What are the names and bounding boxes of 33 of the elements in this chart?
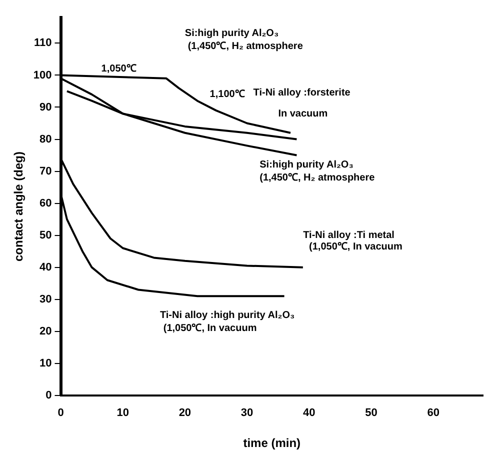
y-tick-label: 30 [40, 293, 52, 306]
x-tick-label: 30 [240, 407, 254, 420]
x-tick-label: 40 [303, 407, 316, 420]
y-tick-label: 40 [40, 261, 52, 274]
annotation: In vacuum [278, 108, 328, 120]
annotation: Si:high purity Al₂O₃ [184, 28, 279, 40]
y-tick-label: 50 [40, 229, 52, 242]
y-tick-label: 10 [40, 357, 52, 370]
y-axis-title: contact angle (deg) [12, 151, 26, 262]
y-tick-label: 0 [46, 389, 52, 402]
y-tick-label: 80 [40, 133, 52, 146]
x-tick-label: 10 [116, 407, 129, 420]
annotation: (1,050℃, In vacuum [309, 241, 403, 252]
annotation: Ti-Ni alloy :forsterite [253, 88, 351, 99]
annotation: (1,450℃, H₂ atmosphere [188, 41, 304, 52]
annotation: Ti-Ni alloy :Ti metal [303, 230, 395, 241]
x-tick-label: 60 [427, 407, 440, 420]
x-tick-label: 0 [58, 407, 64, 420]
annotation: (1,050℃, In vacuum [163, 322, 257, 334]
y-tick-label: 20 [40, 325, 52, 338]
annotation: (1,450℃, H₂ atmosphere [260, 172, 376, 184]
annotation: 1,050℃ [101, 64, 136, 75]
annotation: 1,100℃ [210, 89, 245, 100]
x-tick-label: 20 [178, 407, 192, 420]
y-tick-label: 70 [40, 165, 52, 178]
x-axis-title: time (min) [243, 436, 301, 450]
y-tick-label: 60 [40, 197, 52, 210]
x-tick-label: 50 [365, 407, 378, 420]
annotation: Si:high purity Al₂O₃ [260, 160, 354, 171]
y-tick-label: 110 [34, 37, 52, 50]
y-tick-label: 100 [33, 69, 52, 82]
y-tick-label: 90 [40, 101, 52, 114]
annotation: Ti-Ni alloy :high purity Al₂O₃ [160, 310, 295, 322]
